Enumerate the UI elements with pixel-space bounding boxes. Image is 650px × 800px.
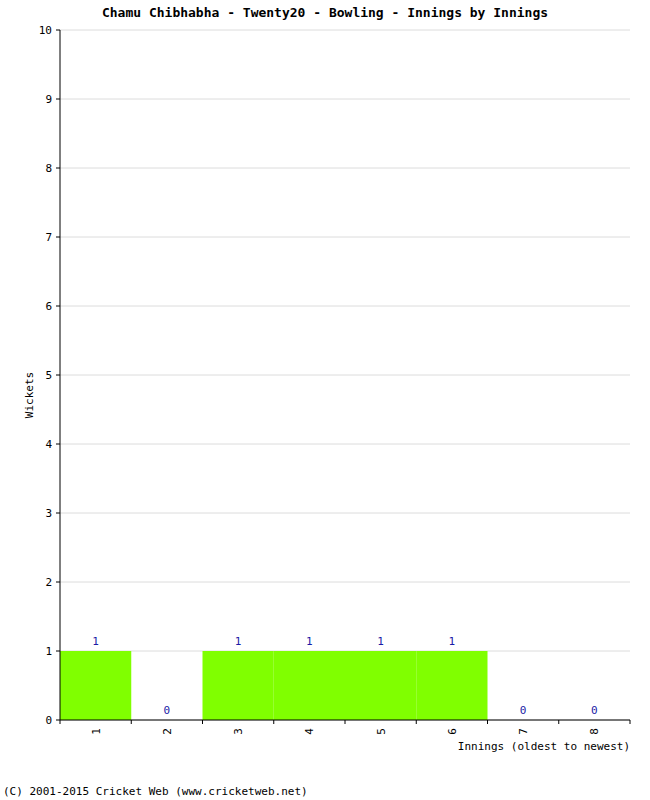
y-tick-label: 0 — [45, 714, 52, 727]
grid-line — [60, 168, 630, 169]
y-tick-label: 10 — [39, 24, 52, 37]
grid-line — [60, 30, 630, 31]
data-label: 0 — [520, 704, 527, 717]
y-tick-label: 4 — [45, 438, 52, 451]
y-tick — [56, 444, 60, 445]
y-tick-label: 7 — [45, 231, 52, 244]
y-tick-label: 2 — [45, 576, 52, 589]
data-label: 0 — [591, 704, 598, 717]
x-tick-divider — [416, 720, 417, 724]
data-label: 0 — [164, 704, 171, 717]
x-axis-label: Innings (oldest to newest) — [458, 740, 630, 753]
y-tick — [56, 720, 60, 721]
y-tick-label: 3 — [45, 507, 52, 520]
x-tick-label: 4 — [303, 728, 316, 735]
y-tick — [56, 582, 60, 583]
x-tick-divider — [630, 720, 631, 724]
x-tick-divider — [273, 720, 274, 724]
y-tick — [56, 30, 60, 31]
x-tick-divider — [131, 720, 132, 724]
data-label: 1 — [377, 635, 384, 648]
y-tick-label: 1 — [45, 645, 52, 658]
chart-container: 0123456789101011110012345678Chamu Chibha… — [0, 0, 650, 800]
y-axis — [60, 30, 61, 720]
x-tick-label: 5 — [375, 728, 388, 735]
x-tick-divider — [558, 720, 559, 724]
x-tick-label: 8 — [588, 728, 601, 735]
x-tick-label: 6 — [446, 728, 459, 735]
grid-line — [60, 99, 630, 100]
data-label: 1 — [92, 635, 99, 648]
x-tick-label: 7 — [517, 728, 530, 735]
grid-line — [60, 513, 630, 514]
y-tick-label: 6 — [45, 300, 52, 313]
x-tick-divider — [60, 720, 61, 724]
bar — [416, 651, 487, 720]
x-tick-divider — [345, 720, 346, 724]
grid-line — [60, 306, 630, 307]
y-tick — [56, 513, 60, 514]
chart-svg: 0123456789101011110012345678Chamu Chibha… — [0, 0, 650, 800]
x-tick-label: 1 — [90, 728, 103, 735]
grid-line — [60, 582, 630, 583]
y-axis-label: Wickets — [23, 372, 36, 418]
data-label: 1 — [449, 635, 456, 648]
background — [0, 0, 650, 800]
grid-line — [60, 444, 630, 445]
x-tick-label: 2 — [161, 728, 174, 735]
bars — [60, 651, 488, 720]
bar — [345, 651, 416, 720]
title: Chamu Chibhabha - Twenty20 - Bowling - I… — [102, 5, 548, 20]
y-tick — [56, 651, 60, 652]
y-tick-label: 9 — [45, 93, 52, 106]
y-tick-label: 8 — [45, 162, 52, 175]
x-tick-divider — [487, 720, 488, 724]
data-label: 1 — [306, 635, 313, 648]
data-label: 1 — [235, 635, 242, 648]
bar — [203, 651, 274, 720]
grid-line — [60, 237, 630, 238]
y-tick — [56, 375, 60, 376]
bar — [60, 651, 131, 720]
y-tick-label: 5 — [45, 369, 52, 382]
y-tick — [56, 168, 60, 169]
y-tick — [56, 306, 60, 307]
x-tick-label: 3 — [232, 728, 245, 735]
x-tick-divider — [202, 720, 203, 724]
bar — [274, 651, 345, 720]
copyright: (C) 2001-2015 Cricket Web (www.cricketwe… — [3, 785, 308, 798]
grid-line — [60, 375, 630, 376]
y-tick — [56, 99, 60, 100]
y-tick — [56, 237, 60, 238]
